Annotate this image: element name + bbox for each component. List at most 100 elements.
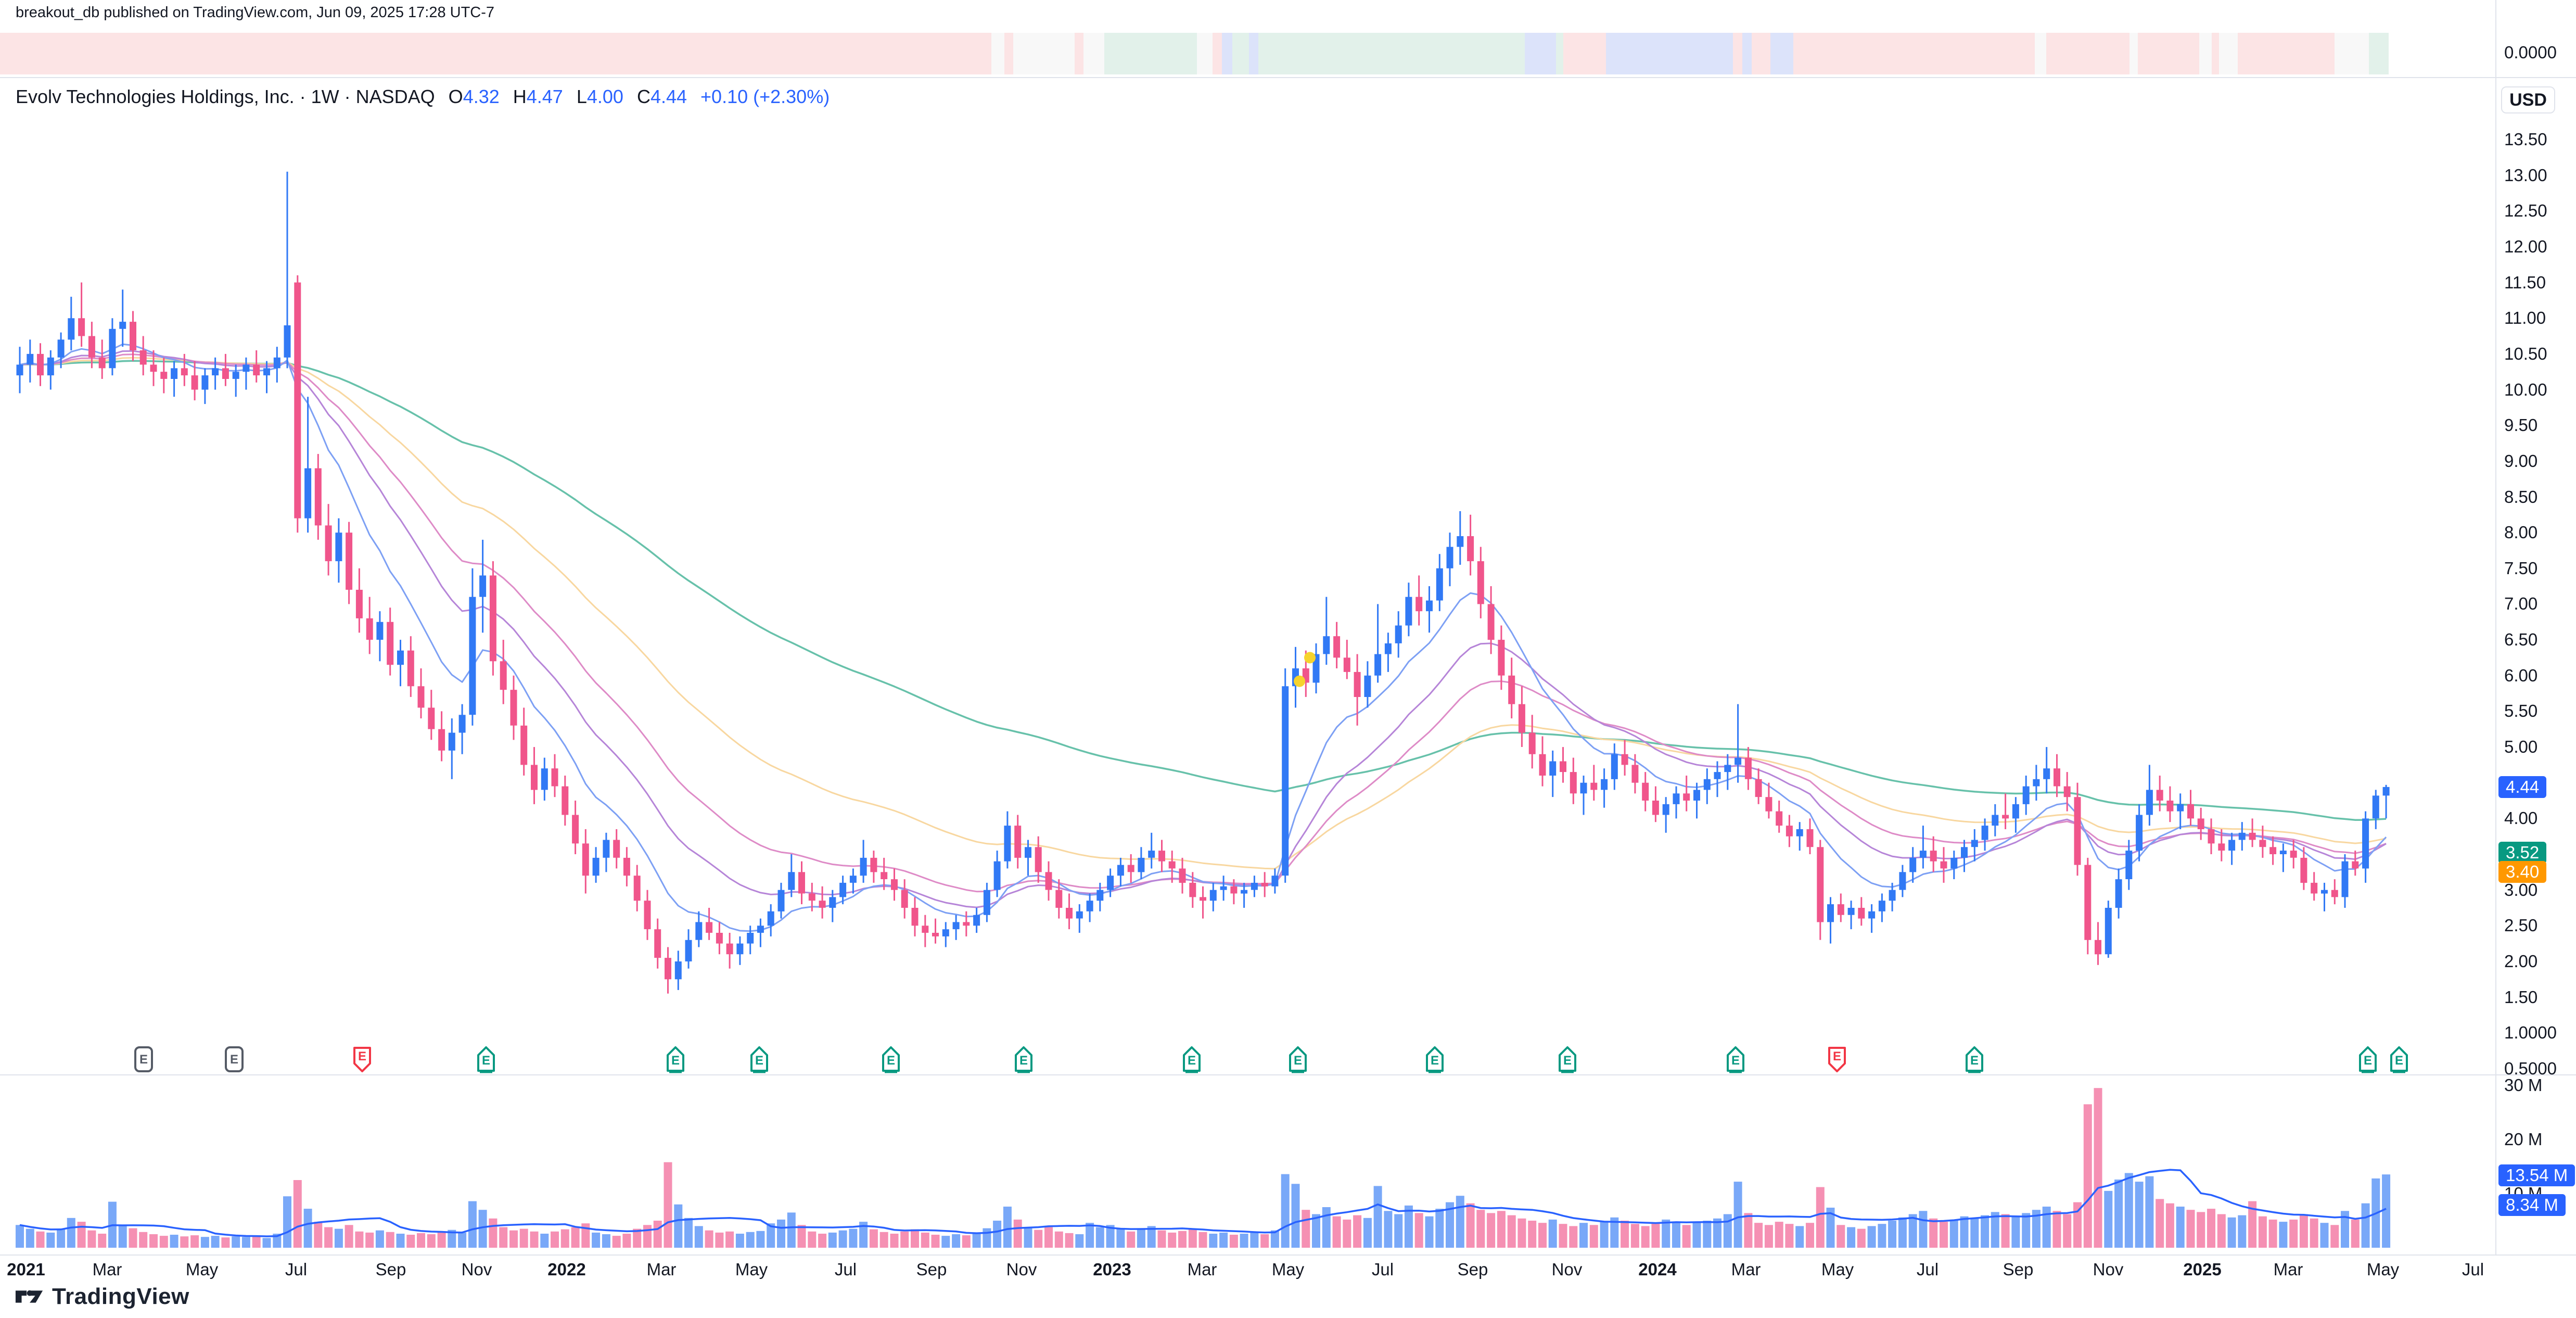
price-badge: 3.52 bbox=[2498, 842, 2547, 864]
price-tick: 11.50 bbox=[2504, 272, 2546, 292]
svg-text:E: E bbox=[1019, 1054, 1028, 1068]
regime-band-r bbox=[1563, 33, 1606, 74]
time-axis-label: Nov bbox=[461, 1260, 492, 1279]
regime-band-w bbox=[1013, 33, 1075, 74]
time-axis-label: Nov bbox=[1551, 1260, 1583, 1279]
svg-text:E: E bbox=[1563, 1054, 1572, 1068]
price-tick: 2.50 bbox=[2504, 916, 2538, 935]
regime-band-b bbox=[1222, 33, 1232, 74]
earnings-marker-gray[interactable]: E bbox=[223, 1045, 246, 1075]
ohlc-key: C bbox=[636, 86, 651, 107]
svg-text:E: E bbox=[358, 1049, 366, 1063]
ema-lines bbox=[19, 343, 2387, 932]
price-tick: 10.50 bbox=[2504, 344, 2547, 363]
regime-band-w bbox=[991, 33, 1004, 74]
time-axis-label: Jul bbox=[2462, 1260, 2484, 1279]
ohlc-values: O4.32 H4.47 L4.00 C4.44 bbox=[435, 86, 687, 107]
time-axis-label: Mar bbox=[646, 1260, 677, 1279]
currency-unit-button[interactable]: USD bbox=[2501, 86, 2555, 113]
price-tick: 12.50 bbox=[2504, 201, 2547, 221]
svg-text:E: E bbox=[1431, 1054, 1439, 1068]
time-axis-label: Jul bbox=[1916, 1260, 1939, 1279]
earnings-marker-teal[interactable]: E bbox=[1556, 1045, 1579, 1075]
price-tick: 7.00 bbox=[2504, 594, 2538, 614]
earnings-marker-red[interactable]: E bbox=[1826, 1045, 1848, 1075]
time-axis-label: Mar bbox=[2273, 1260, 2303, 1279]
price-tick: 6.50 bbox=[2504, 630, 2538, 650]
regime-band-r bbox=[1075, 33, 1083, 74]
ohlc-value: 4.00 bbox=[586, 86, 623, 107]
earnings-marker-teal[interactable]: E bbox=[475, 1045, 498, 1075]
regime-band-g bbox=[1556, 33, 1563, 74]
symbol-title: Evolv Technologies Holdings, Inc. · 1W ·… bbox=[16, 86, 435, 107]
earnings-marker-teal[interactable]: E bbox=[1423, 1045, 1446, 1075]
regime-band-w bbox=[1083, 33, 1104, 74]
time-axis-label: 2025 bbox=[2183, 1260, 2222, 1279]
earnings-marker-teal[interactable]: E bbox=[1180, 1045, 1203, 1075]
regime-band-w bbox=[2129, 33, 2138, 74]
ohlc-key: H bbox=[513, 86, 527, 107]
regime-band-w bbox=[2035, 33, 2046, 74]
earnings-marker-teal[interactable]: E bbox=[1286, 1045, 1309, 1075]
earnings-marker-teal[interactable]: E bbox=[1724, 1045, 1747, 1075]
ohlc-key: L bbox=[576, 86, 587, 107]
regime-band-r bbox=[2046, 33, 2129, 74]
regime-band-w bbox=[2199, 33, 2212, 74]
regime-band-w bbox=[2335, 33, 2369, 74]
time-axis-label: 2023 bbox=[1093, 1260, 1131, 1279]
ohlc-value: 4.32 bbox=[463, 86, 500, 107]
earnings-marker-teal[interactable]: E bbox=[879, 1045, 902, 1075]
price-tick: 0.5000 bbox=[2504, 1058, 2557, 1078]
time-axis-label: May bbox=[1271, 1260, 1305, 1279]
regime-band-g bbox=[2369, 33, 2389, 74]
earnings-marker-teal[interactable]: E bbox=[2388, 1045, 2411, 1075]
time-axis-label: Sep bbox=[375, 1260, 406, 1279]
price-tick: 5.00 bbox=[2504, 737, 2538, 757]
symbol-legend: Evolv Technologies Holdings, Inc. · 1W ·… bbox=[16, 86, 830, 108]
price-tick: 4.00 bbox=[2504, 808, 2538, 828]
ohlc-key: O bbox=[448, 86, 463, 107]
svg-text:E: E bbox=[1294, 1054, 1302, 1068]
earnings-marker-teal[interactable]: E bbox=[2356, 1045, 2379, 1075]
price-tick: 1.50 bbox=[2504, 987, 2538, 1007]
svg-text:E: E bbox=[671, 1054, 680, 1068]
earnings-marker-teal[interactable]: E bbox=[1963, 1045, 1986, 1075]
price-scale-border[interactable] bbox=[2495, 0, 2496, 1256]
svg-text:E: E bbox=[230, 1053, 238, 1067]
volume-badge: 13.54 M bbox=[2498, 1164, 2575, 1186]
time-axis-label: May bbox=[185, 1260, 219, 1279]
svg-text:E: E bbox=[1188, 1054, 1196, 1068]
earnings-marker-red[interactable]: E bbox=[351, 1045, 374, 1075]
time-axis-label: Nov bbox=[2093, 1260, 2124, 1279]
time-axis-label: 2024 bbox=[1638, 1260, 1677, 1279]
price-tick: 2.00 bbox=[2504, 951, 2538, 971]
earnings-marker-teal[interactable]: E bbox=[1012, 1045, 1035, 1075]
time-axis-label: Mar bbox=[92, 1260, 122, 1279]
earnings-marker-teal[interactable]: E bbox=[748, 1045, 771, 1075]
pane-separator-top[interactable] bbox=[0, 77, 2576, 78]
svg-text:E: E bbox=[1833, 1049, 1841, 1063]
tradingview-logo[interactable]: TradingView bbox=[15, 1284, 189, 1310]
price-tick: 12.00 bbox=[2504, 236, 2547, 256]
earnings-marker-gray[interactable]: E bbox=[132, 1045, 155, 1075]
price-tick: 9.50 bbox=[2504, 415, 2538, 435]
price-tick: 1.0000 bbox=[2504, 1023, 2557, 1043]
regime-band-b bbox=[1770, 33, 1793, 74]
earnings-marker-teal[interactable]: E bbox=[664, 1045, 687, 1075]
tradingview-logo-text: TradingView bbox=[52, 1284, 189, 1309]
regime-band-r bbox=[2238, 33, 2335, 74]
regime-band-b bbox=[1606, 33, 1733, 74]
regime-band-r bbox=[1004, 33, 1013, 74]
svg-text:E: E bbox=[139, 1053, 148, 1067]
regime-band-g bbox=[1232, 33, 1249, 74]
time-axis-label: Mar bbox=[1187, 1260, 1217, 1279]
indicator-regime-strip[interactable] bbox=[0, 33, 2389, 74]
svg-text:E: E bbox=[1731, 1054, 1740, 1068]
regime-band-g bbox=[1104, 33, 1197, 74]
pane-separator-volume[interactable] bbox=[0, 1074, 2576, 1075]
svg-text:E: E bbox=[1970, 1054, 1979, 1068]
time-axis-label: Sep bbox=[1457, 1260, 1488, 1279]
price-tick: 7.50 bbox=[2504, 558, 2538, 578]
